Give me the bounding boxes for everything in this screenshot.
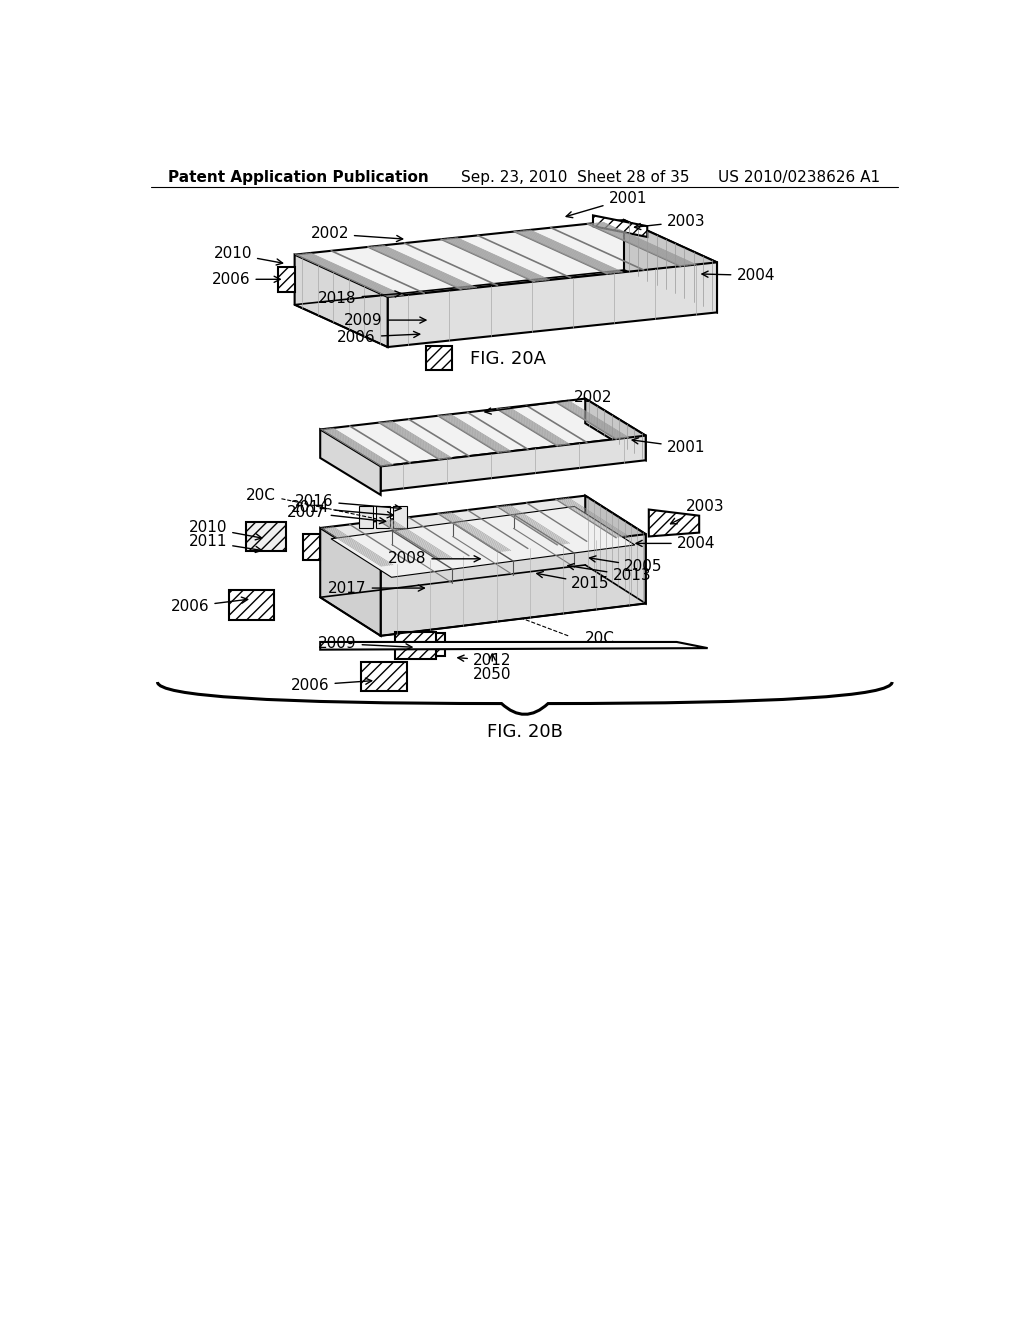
Text: 2006: 2006 (337, 330, 420, 345)
Polygon shape (381, 535, 646, 636)
Polygon shape (321, 429, 381, 495)
Text: 2016: 2016 (295, 494, 401, 511)
Polygon shape (360, 663, 407, 692)
Polygon shape (593, 215, 647, 238)
Polygon shape (321, 496, 646, 566)
Text: FIG. 20A: FIG. 20A (470, 350, 546, 367)
Text: 2002: 2002 (310, 226, 402, 242)
Text: 2006: 2006 (171, 597, 248, 614)
Text: 2007: 2007 (287, 506, 386, 524)
Polygon shape (376, 507, 390, 528)
Text: 2017: 2017 (329, 581, 424, 595)
Polygon shape (381, 436, 646, 491)
Polygon shape (278, 268, 295, 292)
Polygon shape (359, 507, 373, 528)
Text: 2008: 2008 (388, 552, 480, 566)
Polygon shape (586, 496, 646, 603)
Text: Sep. 23, 2010  Sheet 28 of 35: Sep. 23, 2010 Sheet 28 of 35 (461, 170, 690, 185)
Text: 2013: 2013 (568, 564, 651, 583)
Text: 2011: 2011 (188, 535, 262, 553)
Polygon shape (426, 346, 452, 370)
Polygon shape (303, 535, 321, 561)
Text: 2012: 2012 (458, 653, 511, 668)
Text: 2009: 2009 (344, 313, 426, 327)
Polygon shape (246, 521, 286, 552)
Text: 2003: 2003 (635, 214, 706, 230)
Text: 2002: 2002 (485, 389, 612, 414)
Polygon shape (388, 263, 717, 347)
Polygon shape (395, 632, 435, 659)
Text: 2015: 2015 (537, 572, 610, 591)
Polygon shape (420, 632, 445, 656)
Text: 2003: 2003 (671, 499, 725, 524)
Text: 20C: 20C (586, 631, 615, 647)
Polygon shape (321, 642, 708, 649)
Text: 20C: 20C (247, 488, 276, 503)
Polygon shape (321, 528, 381, 636)
Text: 2014: 2014 (291, 500, 393, 517)
Polygon shape (295, 220, 717, 297)
Text: 2006: 2006 (291, 677, 372, 693)
Text: 2004: 2004 (702, 268, 775, 282)
Polygon shape (228, 590, 273, 620)
Polygon shape (295, 255, 388, 347)
Polygon shape (331, 507, 635, 577)
Polygon shape (393, 507, 407, 528)
Polygon shape (321, 399, 646, 466)
Text: 2001: 2001 (632, 438, 706, 454)
Text: Patent Application Publication: Patent Application Publication (168, 170, 429, 185)
Text: 2018: 2018 (318, 290, 401, 306)
Text: 2009: 2009 (318, 636, 412, 651)
Text: 2050: 2050 (473, 653, 512, 681)
Text: US 2010/0238626 A1: US 2010/0238626 A1 (718, 170, 880, 185)
Text: 2005: 2005 (590, 556, 663, 574)
Text: 2004: 2004 (636, 536, 715, 550)
Polygon shape (624, 220, 717, 313)
Polygon shape (649, 510, 699, 536)
Polygon shape (586, 399, 646, 461)
Text: 2001: 2001 (566, 191, 647, 218)
Text: FIG. 20B: FIG. 20B (486, 723, 563, 741)
Text: 2010: 2010 (213, 247, 283, 265)
Text: 2010: 2010 (188, 520, 262, 540)
Text: 2006: 2006 (212, 272, 281, 286)
